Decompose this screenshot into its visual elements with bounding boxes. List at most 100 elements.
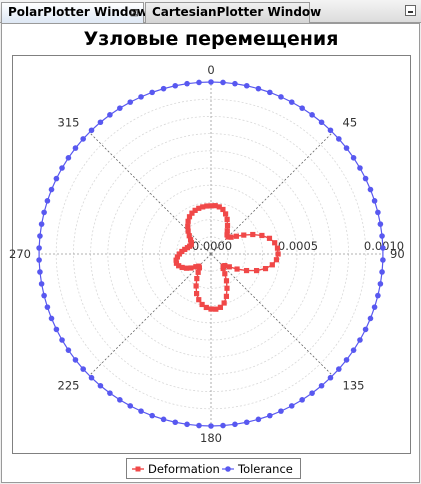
deformation-point [182,246,188,252]
tolerance-point [350,347,357,353]
deformation-point [243,267,250,274]
tolerance-point [88,127,95,134]
tolerance-point [380,257,386,263]
deformation-point [220,265,226,272]
tolerance-point [220,79,226,86]
deformation-point [199,301,205,308]
tolerance-point [309,390,315,396]
tab-cartesian-plotter[interactable]: CartesianPlotter Window [145,2,321,23]
tolerance-point [208,79,214,85]
deformation-point [185,223,191,229]
deformation-point [233,233,239,239]
angle-tick-label: 225 [58,379,80,393]
deformation-point [273,257,280,263]
deformation-point [174,254,181,260]
tolerance-point [138,408,144,414]
grid-spoke [210,253,333,376]
tab-polar-plotter-label: PolarPlotter Window [8,5,148,19]
tolerance-point [299,105,305,111]
close-icon[interactable]: ⊠ [129,6,139,19]
deformation-point [188,265,194,271]
tolerance-point [255,85,262,92]
tolerance-point [80,136,86,142]
deformation-point [228,234,234,240]
tolerance-point [149,412,155,419]
tolerance-point [379,269,385,275]
deformation-point [224,228,230,234]
polar-chart: Узловые перемещения 0 45 90 135 180 225 270 315 0… [9,28,411,479]
deformation-point [194,275,200,282]
deformation-point [173,257,179,263]
tolerance-point [72,145,79,151]
deformation-point [241,232,247,238]
tolerance-point [367,186,374,193]
angle-tick-label: 45 [343,116,358,130]
deformation-point [226,264,232,270]
tolerance-point [36,245,42,251]
tolerance-point [380,245,386,251]
tolerance-point [44,304,51,310]
tolerance-point [184,421,190,428]
tolerance-point [327,374,334,381]
tolerance-point [367,315,374,322]
angle-tick-label: 90 [390,247,405,261]
tolerance-point [37,233,43,239]
tolerance-point [160,85,167,92]
deformation-point [250,231,256,238]
legend-tolerance-label: Tolerance [237,462,293,476]
tolerance-point [88,374,95,381]
deformation-point [234,266,240,272]
tolerance-point [48,315,55,322]
deformation-point [223,293,230,299]
deformation-point [259,232,265,239]
deformation-point [179,248,185,255]
tolerance-point [232,80,238,87]
deformation-point [224,216,230,222]
tolerance-point [172,419,179,426]
tolerance-point [53,326,60,333]
tolerance-point [318,382,325,389]
grid-spoke [89,253,212,376]
tolerance-point [362,175,369,182]
tolerance-point [196,422,202,429]
deformation-point [253,267,260,274]
tolerance-point [48,186,55,193]
tolerance-point [362,326,369,333]
tolerance-point [243,82,250,89]
tolerance-point [220,422,226,429]
tolerance-point [375,209,381,216]
tolerance-point [38,221,45,227]
tolerance-point [41,292,47,299]
deformation-point [275,251,281,257]
tolerance-point [107,112,113,118]
deformation-point [203,304,209,311]
deformation-point [183,265,190,271]
deformation-point [179,264,185,271]
deformation-point [193,291,200,297]
tolerance-point [243,419,250,426]
tolerance-point [184,80,190,87]
tolerance-point [327,127,334,134]
tolerance-point [309,112,315,118]
deformation-point [185,228,191,234]
tolerance-point [288,403,295,409]
tolerance-point [138,94,144,100]
deformation-point [224,285,230,291]
tolerance-point [127,403,134,409]
tab-polar-plotter[interactable]: PolarPlotter Window ⊠ [1,2,148,23]
tolerance-point [107,390,113,396]
deformation-point [193,264,199,270]
deformation-point [272,240,278,246]
deformation-point [173,260,180,266]
tolerance-point [255,416,262,423]
deformation-point [223,278,230,284]
tolerance-point [117,105,123,111]
tab-bar: PolarPlotter Window ⊠ CartesianPlotter W… [0,0,421,23]
tolerance-point [65,155,72,161]
grid-spoke [210,132,333,255]
minimize-icon[interactable] [405,5,416,16]
deformation-point [217,304,224,310]
deformation-point [216,204,222,210]
deformation-point [208,203,214,209]
tolerance-point [379,233,385,239]
